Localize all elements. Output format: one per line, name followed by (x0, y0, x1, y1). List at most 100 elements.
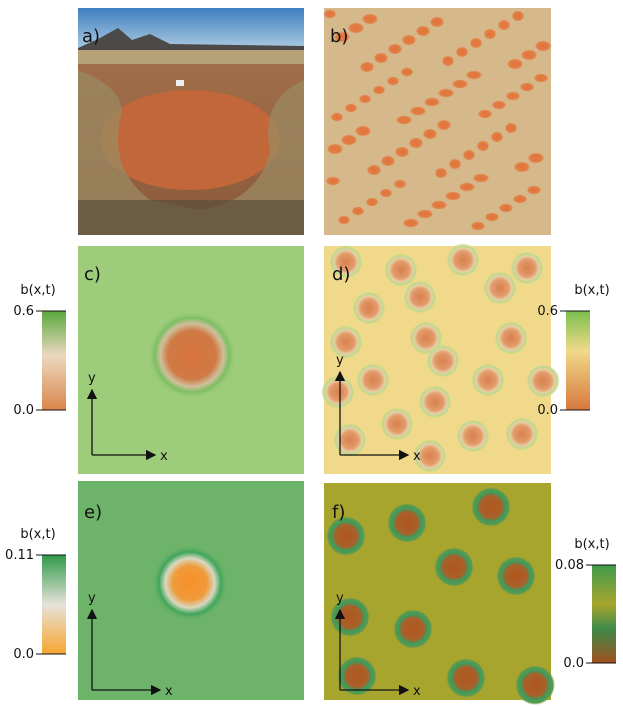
simulation-f (324, 483, 555, 705)
spot (329, 245, 363, 279)
colorbar (42, 311, 66, 410)
fairy-circle (436, 119, 452, 131)
spot (446, 243, 480, 277)
fairy-circle (448, 158, 462, 170)
fairy-circle (534, 40, 552, 52)
fairy-circle (430, 200, 448, 210)
photo-b (323, 8, 552, 235)
fairy-circle (340, 134, 358, 146)
fairy-circle (337, 215, 351, 225)
fairy-circle (469, 37, 483, 49)
fairy-circle (472, 173, 490, 183)
panel-label: e) (84, 502, 102, 523)
fairy-circle (470, 221, 486, 231)
fairy-circle (393, 179, 407, 189)
fairy-circle (422, 128, 438, 140)
spot (515, 665, 555, 705)
spot (352, 291, 386, 325)
fairy-circle (455, 46, 469, 58)
spot (321, 375, 355, 409)
fairy-circle (434, 167, 448, 179)
fairy-circle (484, 212, 500, 222)
fairy-circle (358, 94, 372, 104)
spot (413, 439, 447, 473)
simulation-c (78, 246, 304, 474)
fairy-circle (511, 10, 525, 22)
panel-label: b) (330, 26, 348, 47)
spot (387, 503, 427, 543)
spot (526, 364, 560, 398)
x-axis-label: x (165, 684, 173, 699)
colorbar (592, 565, 616, 663)
spot (333, 423, 367, 457)
spot (494, 321, 528, 355)
spot (329, 325, 363, 359)
fairy-circle (491, 100, 507, 110)
fairy-circle (400, 67, 414, 77)
fairy-circle (325, 176, 341, 186)
fairy-circle (513, 161, 531, 173)
colorbar (42, 555, 66, 654)
y-axis-label: y (88, 591, 96, 606)
panel-label: a) (82, 26, 100, 47)
tick-label: 0.0 (563, 656, 584, 671)
fairy-circle (380, 155, 396, 167)
fairy-circle (395, 115, 413, 125)
fairy-circle (505, 91, 521, 101)
spot (380, 407, 414, 441)
spot (496, 556, 536, 596)
y-axis-label: y (336, 353, 344, 368)
y-axis-label: y (336, 591, 344, 606)
spot (456, 419, 490, 453)
spot (326, 516, 366, 556)
tick-label: 0.11 (5, 548, 34, 563)
fairy-circle (361, 13, 379, 25)
fairy-circle (386, 76, 400, 86)
tick-label: 0.0 (13, 403, 34, 418)
fairy-circle (497, 19, 511, 31)
photo-a (78, 8, 304, 235)
fairy-circle (490, 131, 504, 143)
tick-label: 0.6 (537, 304, 558, 319)
fairy-circle (394, 146, 410, 158)
colorbar-title: b(x,t) (20, 283, 55, 298)
colorbar-title: b(x,t) (574, 283, 609, 298)
fairy-circle (483, 28, 497, 40)
spot (403, 280, 437, 314)
fairy-circle (373, 52, 389, 64)
tick-label: 0.0 (537, 403, 558, 418)
fairy-circle (520, 49, 538, 61)
x-axis-label: x (413, 684, 421, 699)
tick-label: 0.6 (13, 304, 34, 319)
fairy-circle (408, 137, 424, 149)
spot (434, 547, 474, 587)
spot (393, 609, 433, 649)
x-axis-label: x (413, 449, 421, 464)
spot (384, 253, 418, 287)
fairy-circle (401, 34, 417, 46)
fairy-circle (512, 194, 528, 204)
fairy-circle (462, 149, 476, 161)
fairy-circle (326, 143, 344, 155)
colorbar-title: b(x,t) (574, 537, 609, 552)
fairy-circle (498, 203, 514, 213)
fairy-circle (527, 152, 545, 164)
fairy-circle (423, 97, 441, 107)
spot (426, 344, 460, 378)
fairy-circle (379, 188, 393, 198)
spot (483, 271, 517, 305)
fairy-circle (359, 61, 375, 73)
colorbar (566, 311, 590, 410)
tick-label: 0.08 (555, 558, 584, 573)
fairy-circle (323, 9, 337, 19)
fairy-circle (526, 185, 542, 195)
fairy-circle (415, 25, 431, 37)
fairy-circle (458, 182, 476, 192)
spot (471, 487, 511, 527)
fairy-circle (366, 164, 382, 176)
panel-label: d) (332, 264, 350, 285)
fairy-circle (416, 209, 434, 219)
fairy-circle (451, 79, 469, 89)
spot (418, 385, 452, 419)
